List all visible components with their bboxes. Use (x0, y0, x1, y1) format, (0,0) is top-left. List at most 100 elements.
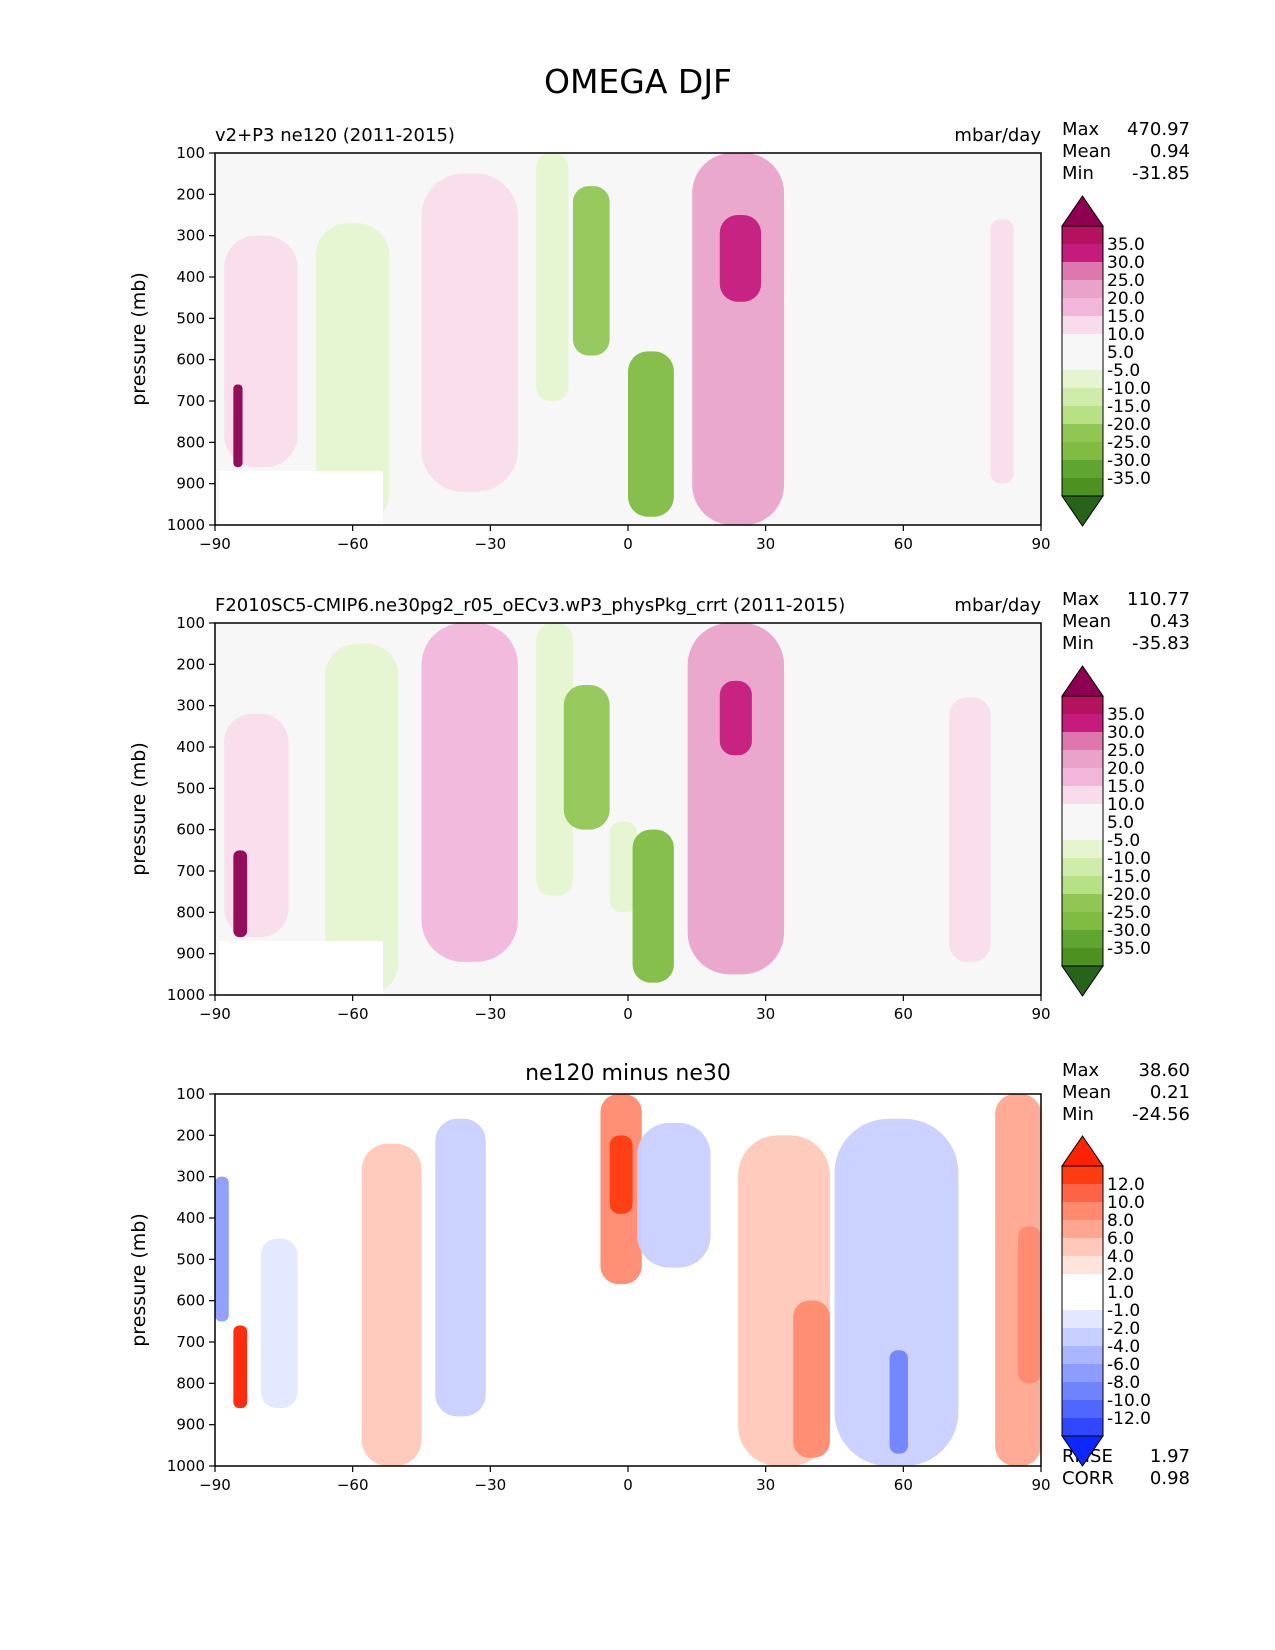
panel-3-colorbar-segment (1062, 1418, 1103, 1436)
panel-3-colorbar-top-cap (1061, 1135, 1104, 1167)
panel-1-colorbar-label: 20.0 (1107, 289, 1145, 309)
panel-3-contour-blob (637, 1122, 711, 1268)
panel-1-colorbar-segment (1062, 442, 1103, 460)
panel-2-contour-blob (421, 623, 518, 962)
panel-2-colorbar-segment (1062, 768, 1103, 786)
panel-2-colorbar-label: 30.0 (1107, 723, 1145, 743)
panel-2-colorbar-segment (1062, 786, 1103, 804)
panel-2-colorbar-segment (1062, 876, 1103, 894)
panel-3-colorbar-segment (1062, 1274, 1103, 1292)
panel-1-colorbar-label: -10.0 (1107, 379, 1151, 399)
panel-2-colorbar: 35.030.025.020.015.010.05.0-5.0-10.0-15.… (1061, 665, 1151, 997)
panel-1-colorbar-segment (1062, 352, 1103, 370)
panel-1-xtick-label: −30 (475, 535, 507, 553)
panel-3-colorbar-label: -12.0 (1107, 1409, 1151, 1429)
panel-2-stat-min-label: Min (1062, 633, 1094, 654)
panel-1-xtick-label: 60 (894, 535, 913, 553)
panel-2-colorbar-label: -5.0 (1107, 831, 1140, 851)
panel-3-colorbar-label: -2.0 (1107, 1319, 1140, 1339)
panel-1-xtick-label: 90 (1031, 535, 1050, 553)
panel-1-colorbar: 35.030.025.020.015.010.05.0-5.0-10.0-15.… (1061, 195, 1151, 527)
panel-3-missing-region (219, 1412, 355, 1466)
panel-3-contour-blob (215, 1176, 229, 1322)
panel-2-contour-blob (233, 850, 248, 938)
panel-2-stat-max-label: Max (1062, 589, 1100, 610)
panel-2-title: F2010SC5-CMIP6.ne30pg2_r05_oECv3.wP3_phy… (215, 595, 845, 616)
panel-2-colorbar-segment (1062, 840, 1103, 858)
panel-3-ylabel: pressure (mb) (128, 1213, 150, 1347)
panel-1-colorbar-label: -5.0 (1107, 361, 1140, 381)
panel-1-colorbar-label: -30.0 (1107, 451, 1151, 471)
panel-3-colorbar-segment (1062, 1238, 1103, 1256)
panel-2-ytick-label: 700 (176, 862, 205, 880)
panel-3-contour-blob (361, 1143, 422, 1466)
panel-1-xtick-label: −60 (337, 535, 369, 553)
panel-1-colorbar-segment (1062, 460, 1103, 478)
panel-2-colorbar-segment (1062, 822, 1103, 840)
panel-1-colorbar-segment (1062, 244, 1103, 262)
panel-2-xtick-label: 30 (756, 1005, 775, 1023)
panel-3-colorbar-segment (1062, 1256, 1103, 1274)
panel-1-colorbar-segment (1062, 226, 1103, 244)
panel-2-stat-mean-value: 0.43 (1150, 611, 1190, 632)
panel-3-xtick-label: −60 (337, 1476, 369, 1494)
panel-3-contour-blob (233, 1325, 248, 1409)
panel-1-xtick-label: 30 (756, 535, 775, 553)
panel-1-title: v2+P3 ne120 (2011-2015) (215, 125, 455, 146)
panel-2-xtick-label: 90 (1031, 1005, 1050, 1023)
panel-1-ytick-label: 500 (176, 309, 205, 327)
panel-3-rmse-value: 1.97 (1150, 1446, 1190, 1467)
panel-3-ytick-label: 300 (176, 1168, 205, 1186)
panel-3-colorbar-segment (1062, 1184, 1103, 1202)
panel-2-ytick-label: 100 (176, 614, 205, 632)
panel-2-contour-blob (719, 680, 752, 756)
panel-3-colorbar-label: 4.0 (1107, 1247, 1134, 1267)
panel-2-contour-blob (949, 697, 991, 962)
panel-2-ytick-label: 400 (176, 738, 205, 756)
panel-2-colorbar-segment (1062, 696, 1103, 714)
panel-2-colorbar-label: 20.0 (1107, 759, 1145, 779)
panel-2-colorbar-segment (1062, 912, 1103, 930)
panel-2-stat-max-value: 110.77 (1127, 589, 1190, 610)
panel-3-xtick-label: 60 (894, 1476, 913, 1494)
panel-3-xtick-label: 0 (623, 1476, 633, 1494)
panel-1: −90 −60 −30 0 30 60 90 100 200 300 400 500 600 700 800… (128, 119, 1190, 553)
panel-1-missing-region (219, 471, 383, 525)
panel-3-stat-min-label: Min (1062, 1104, 1094, 1125)
panel-3-colorbar-label: -4.0 (1107, 1337, 1140, 1357)
panel-3-colorbar-label: -10.0 (1107, 1391, 1151, 1411)
panel-2-contour-blob (609, 821, 638, 913)
panel-2-colorbar-segment (1062, 894, 1103, 912)
panel-3-contour-blob (793, 1300, 830, 1458)
panel-2-colorbar-segment (1062, 732, 1103, 750)
panel-2-ytick-label: 200 (176, 655, 205, 673)
panel-1-colorbar-segment (1062, 280, 1103, 298)
panel-1-contour-blob (692, 153, 785, 525)
panel-1-contour-blob (572, 186, 610, 356)
panel-1-colorbar-segment (1062, 478, 1103, 496)
panel-3-contour-blob (260, 1238, 298, 1409)
panel-1-colorbar-outline (1061, 225, 1104, 497)
panel-3-xtick-label: −30 (475, 1476, 507, 1494)
panel-2-colorbar-label: -30.0 (1107, 921, 1151, 941)
panel-3-ytick-label: 900 (176, 1416, 205, 1434)
panel-1-units: mbar/day (954, 125, 1041, 146)
figure-title: OMEGA DJF (544, 62, 732, 101)
panel-2-stat-mean-label: Mean (1062, 611, 1111, 632)
panel-3-ytick-label: 100 (176, 1085, 205, 1103)
panel-1-contour-blob (233, 384, 243, 468)
panel-1-colorbar-segment (1062, 316, 1103, 334)
panel-3-colorbar-label: 2.0 (1107, 1265, 1134, 1285)
panel-1-xtick-label: 0 (623, 535, 633, 553)
panel-1-colorbar-label: 35.0 (1107, 235, 1145, 255)
panel-1-stat-mean-label: Mean (1062, 141, 1111, 162)
panel-2: −90 −60 −30 0 30 60 90 100 200 300 400 500 600 700 800… (128, 589, 1190, 1023)
panel-1-ytick-label: 100 (176, 144, 205, 162)
panel-3-colorbar: 12.010.08.06.04.02.01.0-1.0-2.0-4.0-6.0-… (1061, 1135, 1151, 1467)
panel-1-colorbar-label: 5.0 (1107, 343, 1134, 363)
panel-2-contour-blob (687, 623, 785, 975)
panel-2-colorbar-outline (1061, 695, 1104, 967)
panel-3-ytick-label: 400 (176, 1209, 205, 1227)
panel-2-xtick-label: −90 (199, 1005, 231, 1023)
panel-2-xtick-label: −60 (337, 1005, 369, 1023)
